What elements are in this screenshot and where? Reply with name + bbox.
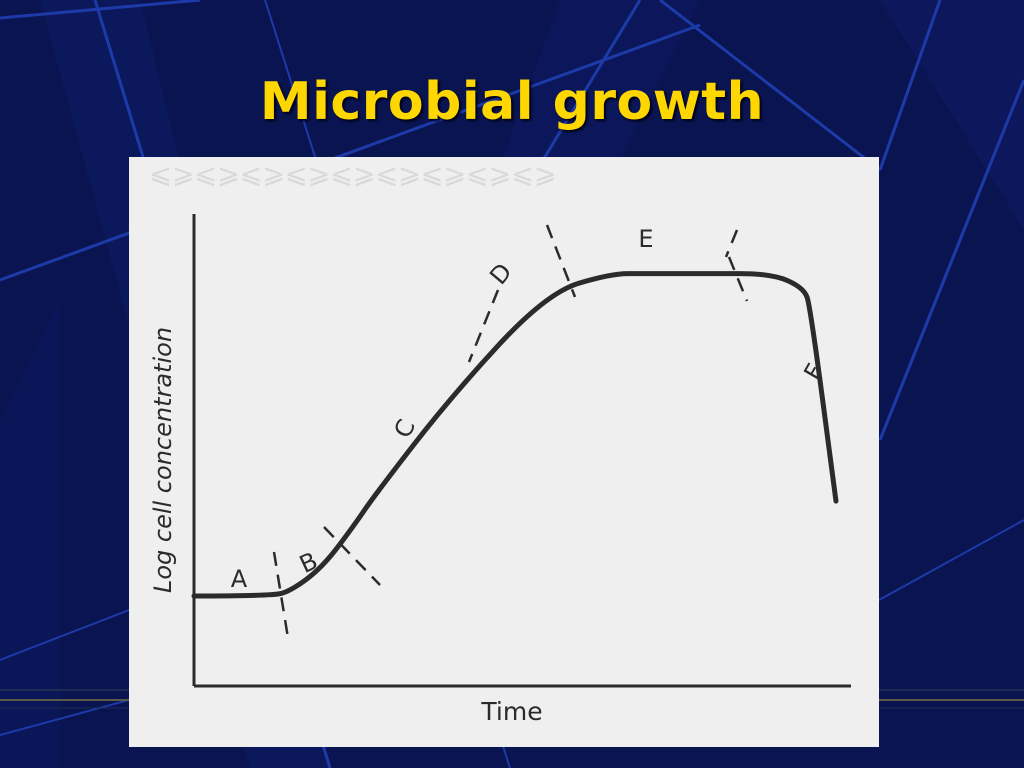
y-axis-label: Log cell concentration [149, 327, 177, 593]
phase-label-f: F [798, 359, 829, 385]
figure-panel: ⩽⩾⩽⩾⩽⩾⩽⩾⩽⩾⩽⩾⩽⩾⩽⩾⩽⩾ Time Log cell concentr… [129, 157, 879, 747]
phase-divider [727, 256, 749, 302]
x-axis-label: Time [480, 697, 542, 726]
phase-label-d: D [484, 258, 517, 290]
phase-divider [467, 289, 500, 363]
phase-divider [272, 551, 290, 639]
phase-label-e: E [638, 225, 653, 253]
phase-label-b: B [295, 547, 322, 579]
phase-label-a: A [231, 565, 248, 593]
slide-title: Microbial growth [259, 72, 765, 132]
phase-divider [724, 229, 739, 258]
growth-curve-line [191, 271, 839, 599]
phase-divider [323, 526, 381, 586]
phase-divider [545, 224, 577, 298]
